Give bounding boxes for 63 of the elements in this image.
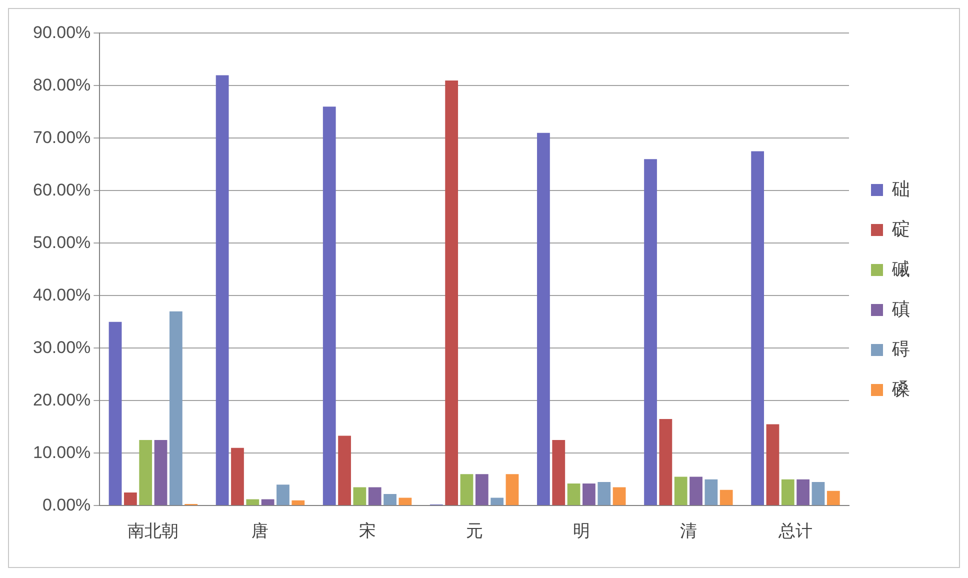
y-tick-label: 40.00%: [32, 285, 91, 304]
bar: [582, 484, 596, 506]
bar: [261, 499, 274, 506]
bar: [169, 311, 182, 506]
bar: [460, 474, 474, 506]
legend-label: 碍: [891, 338, 910, 359]
bar: [704, 479, 718, 506]
bar: [598, 482, 611, 506]
legend-label: 础: [891, 178, 910, 199]
bar: [612, 487, 626, 506]
y-tick-label: 60.00%: [32, 180, 91, 200]
y-tick-label: 50.00%: [32, 232, 91, 252]
y-tick-label: 70.00%: [32, 128, 91, 147]
legend-label: 磉: [891, 378, 910, 399]
y-tick-label: 30.00%: [32, 338, 91, 357]
x-tick-label: 唐: [252, 521, 269, 540]
legend-label: 磌: [891, 298, 910, 319]
y-tick-label: 20.00%: [32, 390, 91, 410]
bar: [368, 487, 382, 506]
y-tick-label: 90.00%: [32, 22, 91, 42]
bar: [216, 75, 229, 506]
bar: [644, 159, 657, 506]
y-tick-label: 10.00%: [32, 442, 91, 462]
bar: [338, 436, 351, 506]
bar: [384, 494, 396, 506]
bar: [751, 151, 764, 506]
y-tick-label: 80.00%: [32, 75, 91, 94]
bar: [231, 448, 244, 506]
bar: [490, 498, 504, 506]
legend-label: 碇: [891, 218, 910, 239]
bar: [246, 499, 260, 506]
bar: [812, 482, 825, 506]
bar: [674, 476, 688, 506]
bar: [154, 440, 168, 506]
bar: [826, 490, 840, 506]
bar: [292, 500, 305, 506]
bar: [690, 476, 702, 506]
bar: [781, 479, 794, 506]
bar: [475, 474, 488, 506]
bar: [398, 498, 412, 506]
bar: [537, 132, 550, 506]
bar: [108, 322, 122, 506]
bar: [276, 484, 290, 506]
bar: [796, 479, 810, 506]
bar: [322, 106, 336, 506]
bar: [659, 418, 672, 506]
bar: [720, 490, 733, 506]
bar: [766, 424, 780, 506]
x-tick-label: 清: [680, 521, 697, 540]
x-tick-label: 南北朝: [128, 521, 179, 540]
bar: [552, 440, 566, 506]
x-tick-label: 总计: [777, 521, 812, 540]
y-tick-label: 0.00%: [42, 495, 91, 514]
legend-label: 磩: [891, 258, 910, 279]
bar: [353, 487, 366, 506]
bar: [139, 440, 152, 506]
bar: [124, 492, 137, 506]
bar: [506, 474, 519, 506]
bar: [567, 484, 580, 506]
x-tick-label: 宋: [358, 521, 376, 540]
x-tick-label: 明: [572, 521, 590, 540]
bar: [445, 80, 458, 506]
x-tick-label: 元: [466, 521, 483, 540]
